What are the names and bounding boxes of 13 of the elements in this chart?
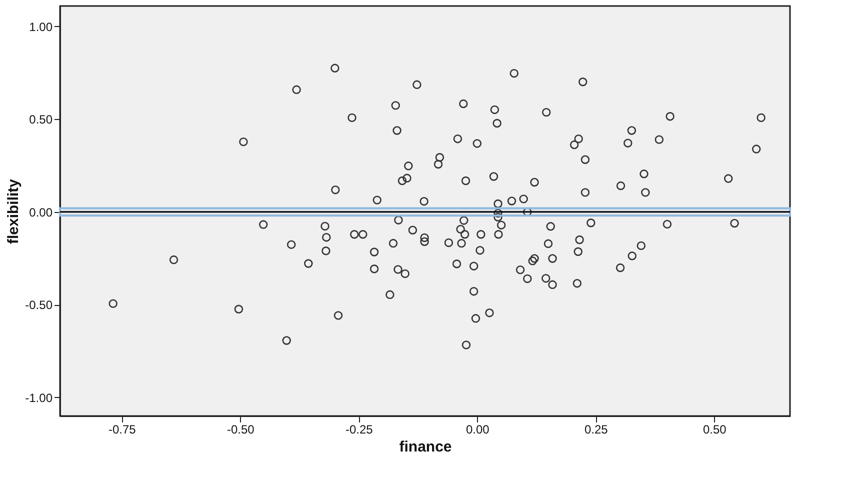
y-tick-label: -0.50 <box>25 298 53 312</box>
x-tick-label: 0.25 <box>584 422 608 436</box>
x-tick-label: -0.25 <box>345 422 374 436</box>
x-tick-label: -0.75 <box>108 422 136 436</box>
x-tick-label: -0.50 <box>226 422 255 436</box>
y-tick-label: -1.00 <box>25 390 53 405</box>
y-tick-label: 1.00 <box>29 20 53 34</box>
x-tick-label: 0.00 <box>466 422 490 436</box>
y-axis-title: flexibility <box>5 178 22 244</box>
y-tick-label: 0.00 <box>29 205 53 220</box>
y-tick-label: 0.50 <box>29 112 53 127</box>
x-axis-title: finance <box>399 438 452 456</box>
x-tick-label: 0.50 <box>702 422 727 436</box>
